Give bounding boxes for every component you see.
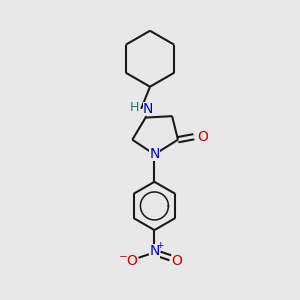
Text: N: N <box>149 147 160 161</box>
Text: H: H <box>130 101 139 114</box>
Text: O: O <box>172 254 182 268</box>
Text: N: N <box>143 102 153 116</box>
Text: N: N <box>149 244 160 258</box>
Text: +: + <box>157 242 164 250</box>
Text: −: − <box>118 252 127 262</box>
Text: O: O <box>197 130 208 144</box>
Text: O: O <box>126 254 137 268</box>
